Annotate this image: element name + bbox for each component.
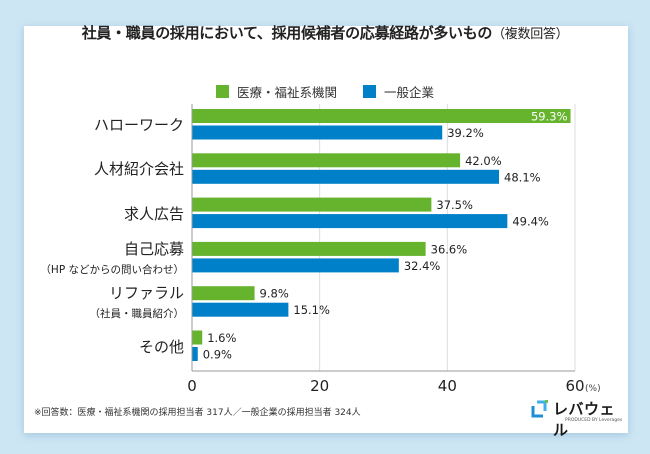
category-label: リファラル （社員・職員紹介） [90, 282, 185, 321]
title-main: 社員・職員の採用において、採用候補者の応募経路が多いもの [81, 24, 493, 42]
x-tick-label: 60 [565, 377, 584, 395]
legend-swatch-general [363, 85, 376, 98]
data-label: 42.0% [465, 154, 502, 168]
bar-medical [192, 241, 426, 256]
category-name: 人材紹介会社 [93, 160, 184, 179]
category-label: 自己応募 （HP などからの問い合わせ） [40, 238, 184, 277]
bar-medical [192, 330, 203, 345]
data-label: 39.2% [447, 126, 484, 140]
data-label: 32.4% [404, 259, 441, 273]
data-label: 1.6% [207, 331, 236, 345]
title-suffix: （複数回答） [492, 27, 569, 42]
bar-medical [192, 153, 461, 168]
x-tick-label: 40 [438, 377, 457, 395]
data-label: 49.4% [512, 215, 549, 229]
data-label: 36.6% [431, 242, 468, 256]
brand-produced-by: PRODUCED BY Leverages [565, 418, 623, 423]
legend-label-medical: 医療・福祉系機関 [236, 85, 337, 100]
bar-general [192, 214, 508, 229]
bar-medical [192, 109, 571, 123]
legend-swatch-medical [215, 85, 229, 98]
data-label: 0.9% [203, 348, 232, 362]
category-name: 求人広告 [123, 204, 184, 223]
legend-item-general: 一般企業 [363, 82, 434, 101]
bar-general [192, 302, 289, 317]
bar-general [192, 258, 399, 273]
data-label: 15.1% [293, 303, 330, 317]
brand-logo: レバウェル PRODUCED BY Leverages [531, 398, 623, 439]
x-axis-unit: (%) [585, 384, 601, 394]
category-note: （社員・職員紹介） [89, 308, 185, 321]
bar-medical [192, 286, 255, 301]
category-label: 求人広告 [124, 203, 184, 224]
bar-medical [192, 197, 432, 212]
brand-mark-icon [531, 400, 548, 418]
legend-item-medical: 医療・福祉系機関 [215, 82, 337, 101]
category-label: 人材紹介会社 [94, 158, 184, 179]
bar-general [192, 125, 443, 140]
legend: 医療・福祉系機関 一般企業 [0, 82, 650, 101]
category-label: その他 [139, 336, 184, 357]
bar-general [192, 347, 198, 361]
x-tick-label: 0 [187, 377, 197, 395]
footnote: ※回答数：医療・福祉系機関の採用担当者 317人／一般企業の採用担当者 324人 [34, 408, 361, 418]
x-tick-label: 20 [310, 377, 329, 395]
chart-card [24, 26, 628, 433]
category-name: その他 [138, 337, 184, 356]
legend-label-general: 一般企業 [384, 85, 435, 100]
category-name: ハローワーク [93, 116, 184, 134]
category-label: ハローワーク [94, 114, 184, 135]
brand-name: レバウェル [553, 400, 616, 439]
category-name: リファラル [108, 284, 184, 303]
bar-general [192, 169, 500, 184]
data-label: 48.1% [504, 170, 541, 184]
data-label: 59.3% [531, 110, 568, 124]
category-name: 自己応募 [123, 239, 184, 258]
category-note: （HP などからの問い合わせ） [40, 263, 184, 276]
chart-title: 社員・職員の採用において、採用候補者の応募経路が多いもの（複数回答） [0, 22, 650, 43]
data-label: 9.8% [260, 287, 289, 301]
data-label: 37.5% [436, 198, 473, 212]
